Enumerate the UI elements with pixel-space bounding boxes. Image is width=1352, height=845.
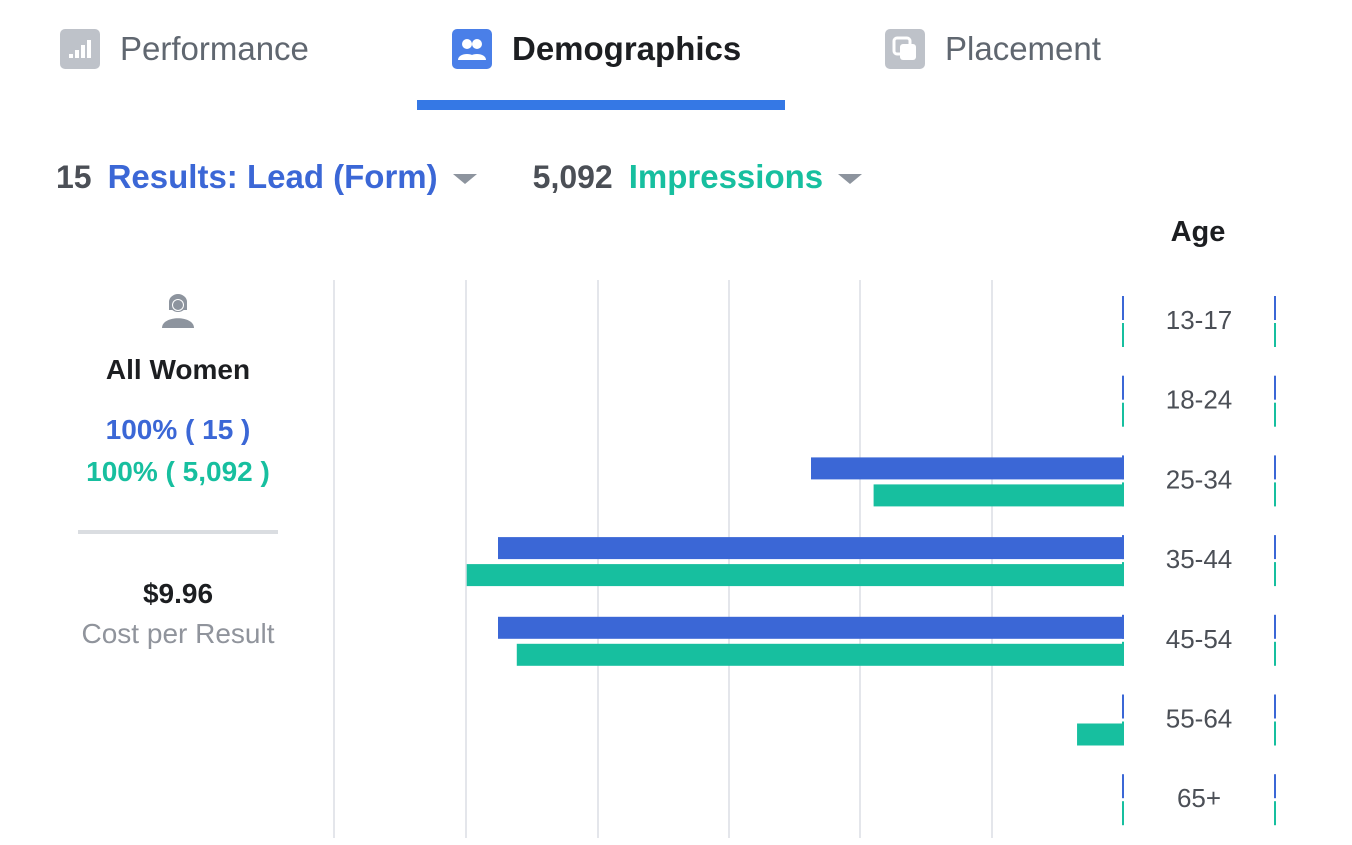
tab-demographics[interactable]: Demographics xyxy=(452,24,741,74)
bar-impressions-55-64 xyxy=(1077,723,1124,746)
axis-marker-left xyxy=(1122,323,1124,347)
axis-marker-right xyxy=(1274,694,1276,719)
axis-marker-right xyxy=(1274,455,1276,480)
axis-marker-right xyxy=(1274,721,1276,746)
bar-results-25-34 xyxy=(811,457,1124,480)
axis-marker-right xyxy=(1274,402,1276,427)
axis-marker-left xyxy=(1122,721,1124,746)
axis-marker-left xyxy=(1122,694,1124,719)
axis-marker-left xyxy=(1122,774,1124,799)
bar-results-35-44 xyxy=(498,537,1124,560)
woman-icon xyxy=(162,294,194,328)
segment-title: All Women xyxy=(105,354,251,385)
axis-marker-left xyxy=(1122,801,1124,826)
results-metric-dropdown[interactable]: 15 Results: Lead (Form) xyxy=(56,158,477,196)
axis-marker-right xyxy=(1274,614,1276,639)
axis-marker-left xyxy=(1122,562,1124,587)
axis-marker-right xyxy=(1274,535,1276,560)
tab-placement-label: Placement xyxy=(945,30,1101,67)
caret-down-icon xyxy=(452,174,477,184)
axis-marker-right xyxy=(1274,482,1276,507)
tab-performance[interactable]: Performance xyxy=(60,24,309,74)
impressions-percentage: 100% ( 5,092 ) xyxy=(86,456,270,487)
age-label-25-34: 25-34 xyxy=(1166,464,1233,494)
age-label-18-24: 18-24 xyxy=(1166,385,1233,415)
cost-per-result-value: $9.96 xyxy=(142,578,214,609)
axis-marker-left xyxy=(1122,482,1124,507)
summary-divider xyxy=(78,530,278,534)
impressions-metric-label: Impressions xyxy=(628,158,824,195)
age-label-45-54: 45-54 xyxy=(1166,624,1233,654)
bar-results-45-54 xyxy=(498,616,1124,639)
axis-marker-right xyxy=(1274,641,1276,666)
metric-selectors: 15 Results: Lead (Form) 5,092 Impression… xyxy=(56,152,863,202)
axis-marker-right xyxy=(1274,296,1276,320)
segment-summary: All Women 100% ( 15 ) 100% ( 5,092 ) $9.… xyxy=(48,290,308,650)
axis-marker-right xyxy=(1274,774,1276,799)
age-label-65+: 65+ xyxy=(1177,783,1221,813)
bar-impressions-35-44 xyxy=(466,564,1124,587)
axis-marker-left xyxy=(1122,402,1124,427)
axis-marker-left xyxy=(1122,455,1124,480)
people-icon xyxy=(452,29,492,69)
results-count: 15 xyxy=(56,158,92,195)
axis-marker-left xyxy=(1122,535,1124,560)
tab-placement[interactable]: Placement xyxy=(885,24,1101,74)
results-metric-label: Results: Lead (Form) xyxy=(107,158,438,195)
axis-marker-left xyxy=(1122,296,1124,320)
tab-performance-label: Performance xyxy=(120,30,309,67)
caret-down-icon xyxy=(838,174,863,184)
bar-impressions-45-54 xyxy=(516,643,1124,666)
impressions-metric-dropdown[interactable]: 5,092 Impressions xyxy=(533,158,863,196)
age-label-55-64: 55-64 xyxy=(1166,704,1233,734)
axis-marker-right xyxy=(1274,323,1276,347)
placement-icon xyxy=(885,29,925,69)
cost-per-result-label: Cost per Result xyxy=(81,618,275,649)
tab-bar: Performance Demographics Placement xyxy=(0,0,1352,112)
tab-demographics-label: Demographics xyxy=(512,30,742,67)
axis-marker-right xyxy=(1274,375,1276,400)
axis-marker-right xyxy=(1274,801,1276,826)
axis-marker-right xyxy=(1274,562,1276,587)
results-percentage: 100% ( 15 ) xyxy=(105,414,251,445)
impressions-count: 5,092 xyxy=(532,158,613,195)
age-label-13-17: 13-17 xyxy=(1166,305,1233,335)
bar-impressions-25-34 xyxy=(873,484,1124,507)
axis-marker-left xyxy=(1122,375,1124,400)
axis-marker-left xyxy=(1122,641,1124,666)
age-label-35-44: 35-44 xyxy=(1166,544,1233,574)
axis-marker-left xyxy=(1122,614,1124,639)
bar-chart-icon xyxy=(60,29,100,69)
active-tab-indicator xyxy=(417,100,785,110)
chart-title-age: Age xyxy=(1170,216,1226,248)
